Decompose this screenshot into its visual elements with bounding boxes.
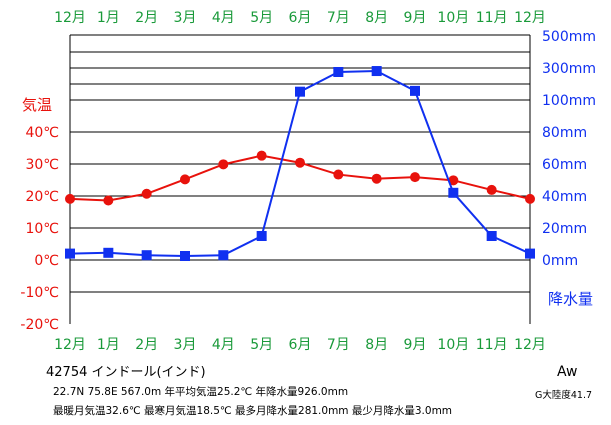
bottom-month-label: 2月 (135, 337, 158, 353)
precipitation-tick-labels: 500mm 300mm 100mm 80mm 60mm 40mm 20mm 0mm (542, 29, 596, 269)
top-month-labels: 12月 1月 2月 3月 4月 5月 6月 7月 8月 9月 10月 11月 12月 (54, 10, 546, 26)
temperature-tick-label: 0℃ (34, 253, 59, 269)
precipitation-point (141, 250, 152, 261)
temperature-point (65, 193, 75, 204)
bottom-month-label: 4月 (212, 337, 235, 353)
precipitation-point (295, 86, 305, 97)
top-month-label: 1月 (97, 10, 120, 26)
precipitation-tick-label: 500mm (542, 29, 596, 45)
precipitation-tick-label: 20mm (542, 221, 587, 237)
precipitation-point (103, 247, 114, 258)
bottom-month-label: 12月 (54, 337, 86, 353)
top-month-label: 12月 (514, 10, 546, 26)
station-title: 42754 インドール(インド) (46, 365, 206, 380)
precipitation-axis-label: 降水量 (548, 290, 593, 308)
top-month-label: 5月 (250, 10, 273, 26)
temperature-point (371, 173, 382, 184)
bottom-month-labels: 12月 1月 2月 3月 4月 5月 6月 7月 8月 9月 10月 11月 12月 (54, 337, 546, 353)
temperature-tick-label: 20℃ (25, 189, 59, 205)
koppen-class: Aw (557, 364, 578, 380)
top-month-label: 6月 (289, 10, 312, 26)
temperature-point (295, 157, 305, 168)
precipitation-point (180, 251, 190, 261)
top-month-label: 3月 (174, 10, 197, 26)
bottom-month-label: 1月 (97, 337, 120, 353)
precipitation-point (218, 250, 229, 261)
precipitation-point (65, 248, 75, 259)
bottom-month-label: 8月 (365, 337, 388, 353)
temperature-point (333, 169, 344, 180)
continentality-index: G大陸度41.7 (535, 390, 593, 401)
precipitation-point (486, 231, 497, 241)
temperature-tick-label: 40℃ (25, 125, 59, 141)
temperature-tick-label: 30℃ (25, 157, 59, 173)
temperature-point (486, 184, 497, 195)
precipitation-point (410, 85, 420, 96)
temperature-point (103, 195, 114, 206)
bottom-month-label: 5月 (250, 337, 273, 353)
temperature-point (141, 188, 152, 199)
temperature-tick-labels: 40℃ 30℃ 20℃ 10℃ 0℃ -10℃ -20℃ (20, 125, 59, 333)
bottom-month-label: 7月 (327, 337, 350, 353)
top-month-label: 9月 (404, 10, 427, 26)
grid-lines (69, 34, 531, 324)
temperature-point (448, 175, 459, 186)
station-info-line2: 最暖月気温32.6℃ 最寒月気温18.5℃ 最多月降水量281.0mm 最少月降… (53, 405, 453, 417)
precipitation-tick-label: 60mm (542, 157, 587, 173)
temperature-point (218, 159, 229, 170)
precipitation-tick-label: 100mm (542, 93, 596, 109)
bottom-month-label: 11月 (476, 337, 508, 353)
temperature-tick-label: -10℃ (20, 285, 59, 301)
temperature-axis-label: 気温 (22, 96, 52, 114)
temperature-point (180, 174, 190, 185)
precipitation-point (256, 231, 267, 241)
precipitation-point (448, 187, 459, 198)
precipitation-tick-label: 40mm (542, 189, 587, 205)
top-month-label: 8月 (365, 10, 388, 26)
station-info-line1: 22.7N 75.8E 567.0m 年平均気温25.2℃ 年降水量926.0m… (53, 386, 349, 398)
top-month-label: 12月 (54, 10, 86, 26)
temperature-point (525, 193, 535, 204)
temperature-tick-label: -20℃ (20, 317, 59, 333)
top-month-label: 11月 (476, 10, 508, 26)
temperature-point (410, 172, 420, 183)
precipitation-point (525, 248, 535, 259)
bottom-month-label: 3月 (174, 337, 197, 353)
bottom-month-label: 12月 (514, 337, 546, 353)
temperature-point (256, 150, 267, 161)
bottom-month-label: 6月 (289, 337, 312, 353)
top-month-label: 7月 (327, 10, 350, 26)
series-layer (65, 66, 535, 261)
precipitation-point (333, 67, 344, 77)
precipitation-tick-label: 300mm (542, 61, 596, 77)
precipitation-tick-label: 80mm (542, 125, 587, 141)
precipitation-tick-label: 0mm (542, 253, 578, 269)
bottom-month-label: 9月 (404, 337, 427, 353)
top-month-label: 2月 (135, 10, 158, 26)
top-month-label: 10月 (437, 10, 469, 26)
bottom-month-label: 10月 (437, 337, 469, 353)
precipitation-point (371, 66, 382, 77)
top-month-label: 4月 (212, 10, 235, 26)
temperature-tick-label: 10℃ (25, 221, 59, 237)
